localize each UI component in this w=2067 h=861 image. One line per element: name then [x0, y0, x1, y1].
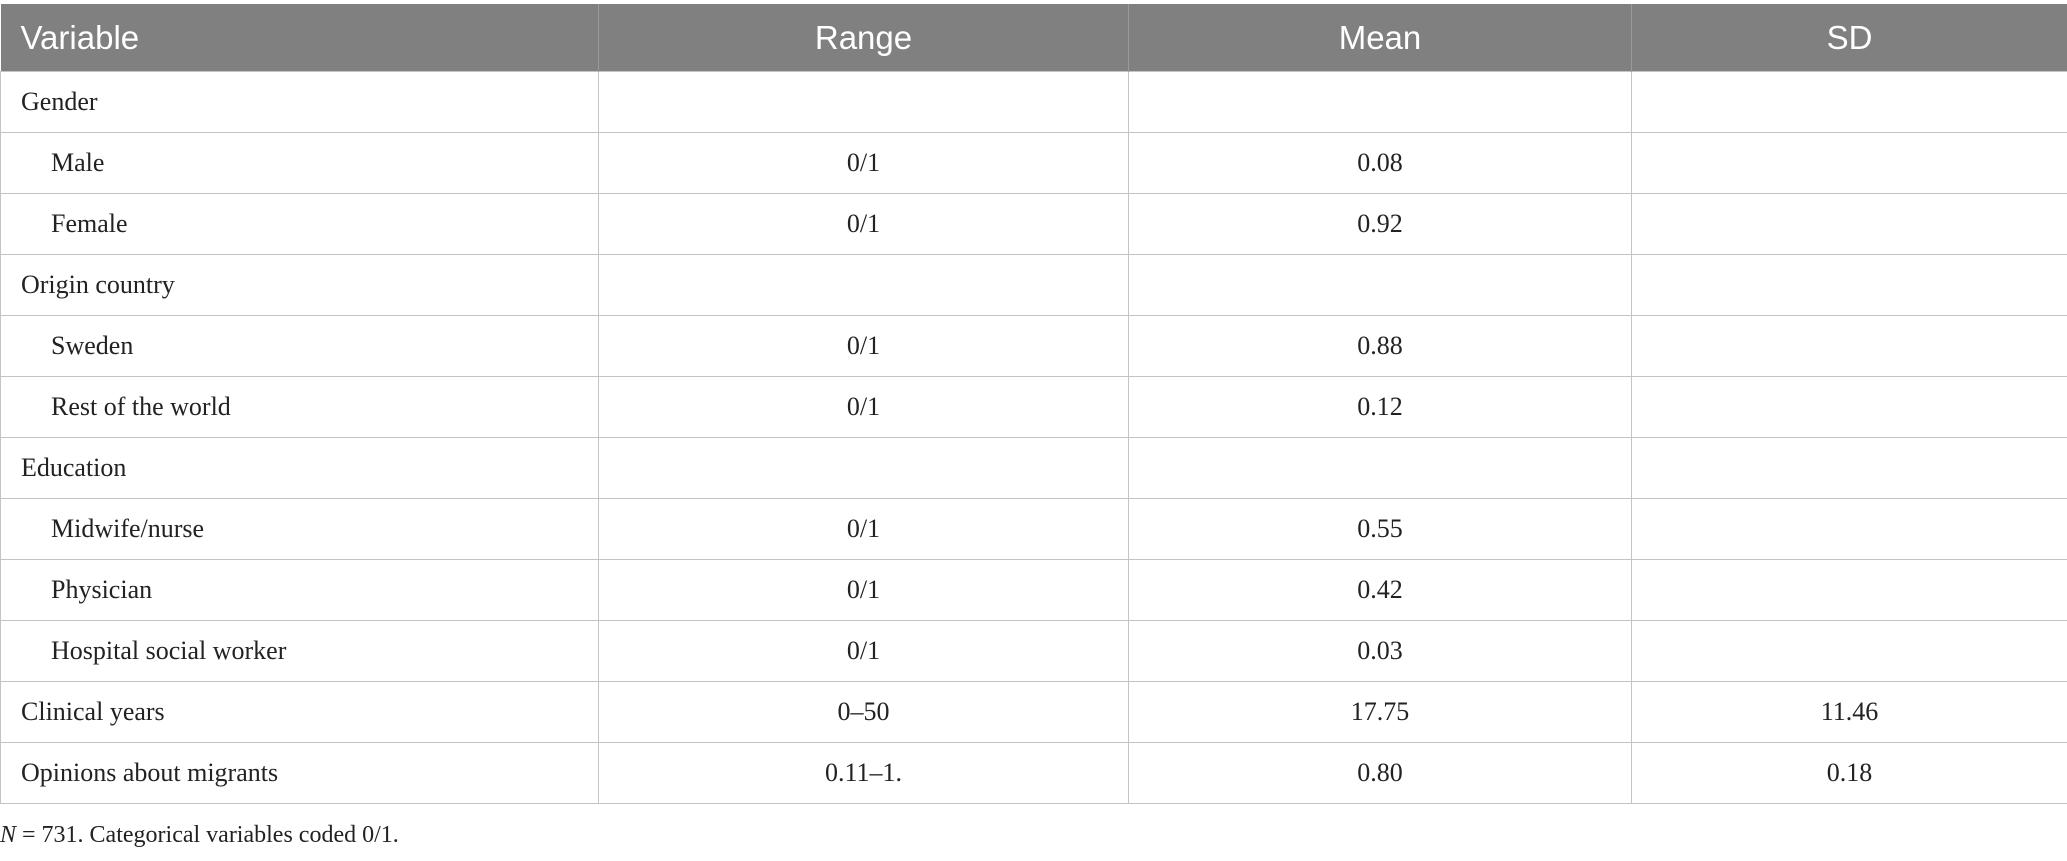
cell-range	[598, 254, 1129, 316]
cell-sd	[1631, 193, 2067, 255]
header-range: Range	[598, 4, 1129, 72]
header-row: Variable Range Mean SD	[0, 4, 2067, 72]
table-row-gender: Gender	[0, 71, 2067, 133]
cell-mean	[1128, 437, 1632, 499]
cell-variable: Midwife/nurse	[0, 498, 599, 560]
header-sd: SD	[1631, 4, 2067, 72]
cell-range: 0–50	[598, 681, 1129, 743]
cell-mean: 0.42	[1128, 559, 1632, 621]
table-row-education: Education	[0, 437, 2067, 499]
table-body: Gender Male 0/1 0.08 Female 0/1 0.92 Ori…	[0, 71, 2067, 804]
cell-mean: 0.92	[1128, 193, 1632, 255]
cell-variable: Education	[0, 437, 599, 499]
cell-mean: 17.75	[1128, 681, 1632, 743]
cell-sd	[1631, 71, 2067, 133]
cell-mean: 0.88	[1128, 315, 1632, 377]
cell-sd: 0.18	[1631, 742, 2067, 804]
cell-mean: 0.55	[1128, 498, 1632, 560]
cell-sd	[1631, 437, 2067, 499]
table-row-clinical-years: Clinical years 0–50 17.75 11.46	[0, 681, 2067, 743]
footnote-text: = 731. Categorical variables coded 0/1.	[16, 822, 399, 848]
table-row-midwife-nurse: Midwife/nurse 0/1 0.55	[0, 498, 2067, 560]
cell-variable: Origin country	[0, 254, 599, 316]
table-row-sweden: Sweden 0/1 0.88	[0, 315, 2067, 377]
descriptive-statistics-table-container: Variable Range Mean SD Gender Male 0/1 0…	[0, 4, 2067, 804]
cell-sd	[1631, 132, 2067, 194]
cell-sd	[1631, 498, 2067, 560]
cell-mean: 0.12	[1128, 376, 1632, 438]
cell-range: 0/1	[598, 498, 1129, 560]
descriptive-statistics-table: Variable Range Mean SD Gender Male 0/1 0…	[0, 4, 2067, 804]
cell-variable: Physician	[0, 559, 599, 621]
cell-range: 0/1	[598, 376, 1129, 438]
table-row-physician: Physician 0/1 0.42	[0, 559, 2067, 621]
cell-mean: 0.08	[1128, 132, 1632, 194]
cell-variable: Female	[0, 193, 599, 255]
cell-sd	[1631, 559, 2067, 621]
cell-mean: 0.03	[1128, 620, 1632, 682]
cell-mean: 0.80	[1128, 742, 1632, 804]
table-row-opinions-about-migrants: Opinions about migrants 0.11–1. 0.80 0.1…	[0, 742, 2067, 804]
cell-sd	[1631, 254, 2067, 316]
cell-variable: Clinical years	[0, 681, 599, 743]
cell-variable: Opinions about migrants	[0, 742, 599, 804]
cell-sd	[1631, 620, 2067, 682]
cell-range: 0/1	[598, 315, 1129, 377]
cell-variable: Hospital social worker	[0, 620, 599, 682]
cell-range: 0/1	[598, 620, 1129, 682]
table-header: Variable Range Mean SD	[0, 4, 2067, 72]
header-mean: Mean	[1128, 4, 1632, 72]
cell-range: 0/1	[598, 132, 1129, 194]
cell-range: 0.11–1.	[598, 742, 1129, 804]
cell-mean	[1128, 71, 1632, 133]
cell-range: 0/1	[598, 193, 1129, 255]
table-row-rest-of-world: Rest of the world 0/1 0.12	[0, 376, 2067, 438]
cell-variable: Sweden	[0, 315, 599, 377]
cell-range: 0/1	[598, 559, 1129, 621]
table-row-hospital-social-worker: Hospital social worker 0/1 0.03	[0, 620, 2067, 682]
cell-range	[598, 71, 1129, 133]
cell-variable: Male	[0, 132, 599, 194]
cell-variable: Rest of the world	[0, 376, 599, 438]
table-footnote: N = 731. Categorical variables coded 0/1…	[0, 822, 399, 849]
cell-sd	[1631, 315, 2067, 377]
table-row-female: Female 0/1 0.92	[0, 193, 2067, 255]
table-row-male: Male 0/1 0.08	[0, 132, 2067, 194]
cell-sd	[1631, 376, 2067, 438]
cell-mean	[1128, 254, 1632, 316]
header-variable: Variable	[0, 4, 599, 72]
cell-sd: 11.46	[1631, 681, 2067, 743]
cell-variable: Gender	[0, 71, 599, 133]
cell-range	[598, 437, 1129, 499]
footnote-n-label: N	[0, 822, 17, 848]
table-row-origin-country: Origin country	[0, 254, 2067, 316]
